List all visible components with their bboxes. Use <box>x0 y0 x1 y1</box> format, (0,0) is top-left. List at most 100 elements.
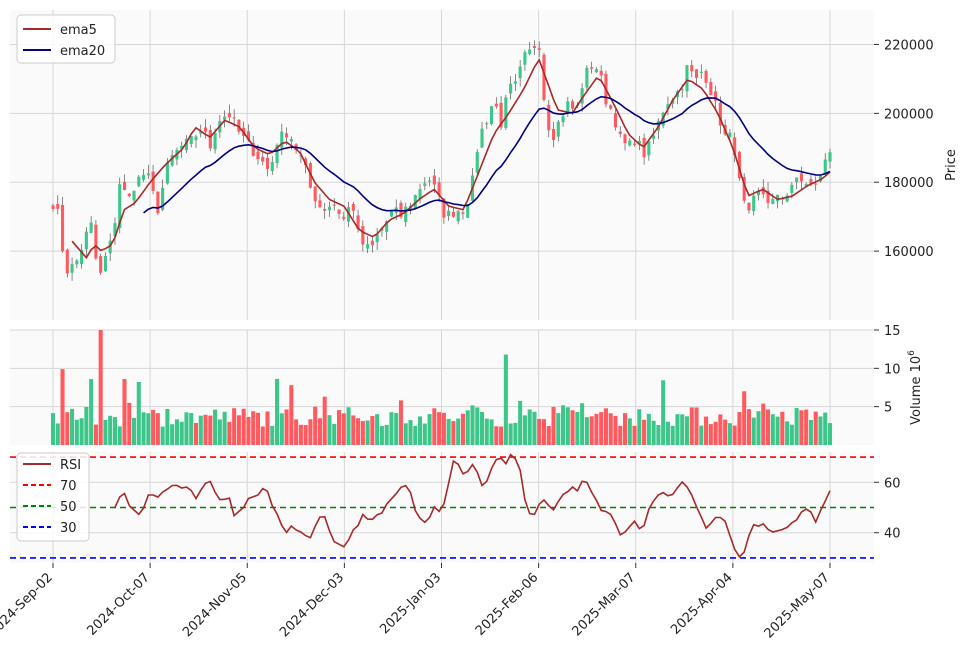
candle-body <box>99 256 103 273</box>
candle-body <box>80 249 84 265</box>
volume-bar <box>622 413 628 445</box>
volume-bar <box>146 413 151 445</box>
candle-body <box>318 200 322 208</box>
volume-bar <box>184 412 189 445</box>
candle-body <box>785 195 789 202</box>
price-tick-label: 180000 <box>884 176 934 191</box>
candle-body <box>213 132 217 150</box>
volume-bar <box>193 423 199 445</box>
volume-bar <box>642 419 647 445</box>
volume-bar <box>818 416 823 445</box>
candle-body <box>161 187 165 210</box>
legend-label-ema5: ema5 <box>60 23 97 38</box>
volume-bar <box>413 425 418 445</box>
rsi-tick-label: 40 <box>884 527 901 542</box>
candle-body <box>466 204 470 218</box>
volume-bar <box>727 423 732 445</box>
volume-bar <box>823 412 828 445</box>
volume-tick-label: 10 <box>884 362 901 377</box>
ema5-line <box>71 58 831 260</box>
volume-bar <box>317 418 322 445</box>
candle-body <box>56 203 60 209</box>
volume-bar <box>594 413 599 445</box>
volume-bar <box>375 414 380 445</box>
candle-body <box>623 134 627 144</box>
candle-body <box>480 128 484 148</box>
volume-bar <box>627 418 632 445</box>
volume-bar <box>680 414 685 445</box>
volume-bar <box>646 413 651 445</box>
volume-bar <box>465 410 470 445</box>
candle-body <box>809 179 813 184</box>
candle-body <box>108 240 112 254</box>
candle-body <box>461 212 465 214</box>
volume-bar <box>484 418 489 445</box>
volume-bar <box>174 419 179 445</box>
candle-body <box>733 137 737 156</box>
candle-body <box>370 240 374 246</box>
candle-body <box>280 131 284 148</box>
candle-body <box>232 117 236 119</box>
candle-body <box>146 173 150 176</box>
volume-bar <box>575 411 580 445</box>
x-axis: 2024-Sep-02 2024-Oct-07 2024-Nov-05 2024-De… <box>0 563 833 641</box>
volume-bar <box>398 400 404 445</box>
price-axis-label: Price <box>944 149 959 181</box>
volume-bar <box>127 402 132 445</box>
ema20-line <box>143 95 831 214</box>
candle-body <box>761 187 765 195</box>
volume-bar <box>708 424 713 445</box>
volume-bar <box>55 423 60 445</box>
volume-bar <box>756 411 761 445</box>
candle-body <box>237 119 241 132</box>
volume-bar <box>432 408 437 445</box>
volume-bar <box>532 411 537 445</box>
volume-bar <box>203 414 208 445</box>
volume-bar <box>89 379 94 445</box>
candle-body <box>351 203 355 211</box>
volume-bar <box>322 396 327 445</box>
volume-bar <box>522 415 527 445</box>
candle-body <box>566 101 570 114</box>
x-tick-label: 2024-Nov-05 <box>180 570 250 640</box>
candle-body <box>203 127 208 132</box>
volume-tick-label: 5 <box>884 401 892 416</box>
volume-bar <box>170 424 175 445</box>
volume-bar <box>704 416 709 445</box>
candle-body <box>113 223 117 237</box>
volume-bar <box>460 413 465 445</box>
volume-bar <box>780 411 785 445</box>
volume-bar <box>356 418 361 445</box>
volume-bar <box>65 412 70 445</box>
candle-body <box>537 48 541 51</box>
candle-body <box>251 142 255 156</box>
volume-bar <box>346 407 351 445</box>
candle-body <box>823 159 827 175</box>
candle-body <box>389 210 393 217</box>
candle-body <box>542 54 546 100</box>
candle-body <box>523 52 527 65</box>
volume-bar <box>561 405 566 445</box>
candle-body <box>285 133 289 138</box>
x-tick-label: 2024-Dec-03 <box>277 570 347 640</box>
candle-body <box>561 116 565 123</box>
volume-bar <box>112 417 117 445</box>
volume-panel: 5 10 15 Volume 106 <box>10 324 924 445</box>
candle-body <box>494 103 498 107</box>
candle-body <box>256 151 260 160</box>
candle-body <box>485 123 489 125</box>
candle-body <box>151 171 155 191</box>
volume-bar <box>513 422 518 445</box>
rsi-panel: 40 60 RSI 70 50 30 <box>10 452 901 563</box>
volume-bar <box>456 418 461 445</box>
volume-bar <box>489 419 494 445</box>
candle-body <box>795 177 799 183</box>
volume-bar <box>789 424 794 445</box>
candle-body <box>356 215 360 230</box>
volume-bar <box>541 419 547 445</box>
volume-bar <box>565 407 570 445</box>
volume-bar <box>603 408 608 445</box>
candle-body <box>447 210 451 217</box>
volume-bar <box>527 409 532 445</box>
